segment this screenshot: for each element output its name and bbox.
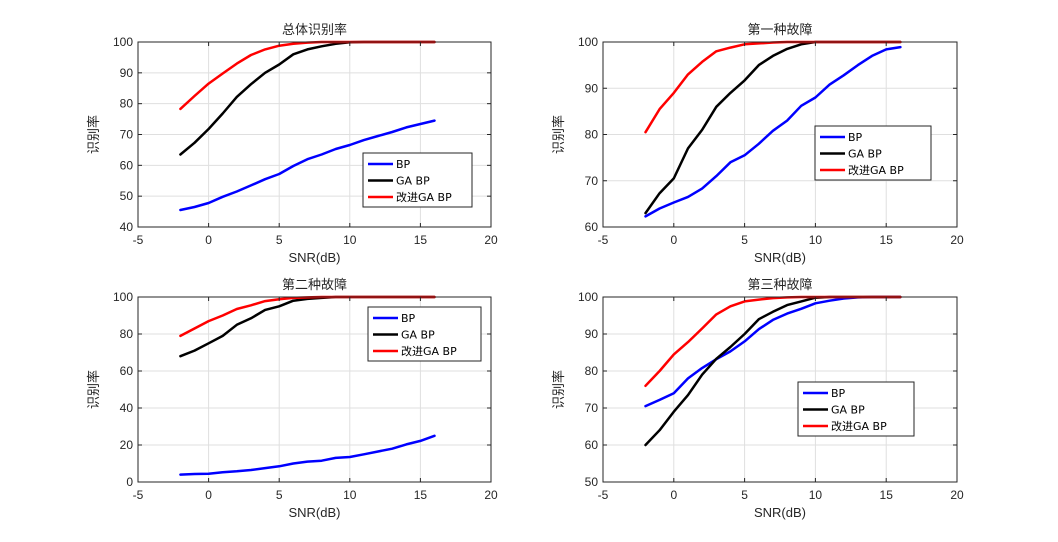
x-tick-label: -5 (598, 233, 609, 247)
x-tick-label: 15 (414, 488, 428, 502)
x-tick-label: 5 (741, 233, 748, 247)
y-tick-label: 90 (585, 81, 599, 95)
y-tick-label: 40 (120, 220, 134, 234)
x-tick-label: 0 (205, 233, 212, 247)
series-line-1 (179, 119, 436, 212)
x-tick-label: 10 (343, 488, 357, 502)
x-tick-label: 0 (670, 233, 677, 247)
y-tick-label: 50 (120, 189, 134, 203)
legend-label-1: BP (401, 312, 416, 325)
y-tick-label: 60 (120, 158, 134, 172)
legend-label-2: GA BP (831, 404, 865, 417)
y-tick-label: 20 (120, 438, 134, 452)
y-axis-label: 识别率 (86, 370, 101, 409)
legend-label-3: 改进GA BP (396, 190, 452, 204)
chart-panel-3: -5 0 5 10 15 20020406080100第二种故障SNR(dB)识别率BPG… (86, 278, 498, 520)
axes-box (602, 296, 958, 483)
legend-label-3: 改进GA BP (401, 344, 457, 358)
x-axis-label: SNR(dB) (288, 250, 340, 265)
chart-panel-1: -5 0 5 10 15 20 40 50 60 70 80 90 100 总体识别率 SNR(dB) 识别率… (86, 22, 498, 265)
x-tick-label: 5 (276, 233, 283, 247)
y-tick-label: 100 (113, 35, 133, 49)
y-tick-label: 70 (585, 174, 599, 188)
y-axis-label: 识别率 (86, 115, 101, 154)
chart-panel-4: -5 0 5 10 15 20 50 60 70 80 90 100 第三种故障 SNR(dB) 识别率 BP… (551, 278, 964, 520)
x-tick-label: 5 (276, 488, 283, 502)
legend: BP GA BP 改进GA BP (814, 125, 932, 181)
x-tick-label: 20 (950, 233, 964, 247)
x-axis-label: SNR(dB) (754, 505, 806, 520)
x-tick-label: 0 (670, 488, 677, 502)
legend-label-3: 改进GA BP (831, 419, 887, 433)
y-tick-label: 0 (126, 475, 133, 489)
x-tick-label: 10 (809, 233, 823, 247)
y-tick-label: 80 (585, 364, 599, 378)
chart-title: 第二种故障 (282, 278, 347, 293)
legend: BP GA BP 改进GA BP (797, 381, 915, 437)
y-tick-label: 60 (585, 220, 599, 234)
chart-title: 第三种故障 (747, 278, 812, 293)
legend-label-2: GA BP (396, 175, 430, 188)
y-tick-label: 100 (578, 290, 598, 304)
chart-title: 第一种故障 (747, 23, 812, 38)
y-tick-label: 80 (120, 327, 134, 341)
y-tick-label: 50 (585, 475, 599, 489)
x-tick-label: 20 (484, 488, 498, 502)
chart-panel-2: -5 0 5 10 15 20 60 70 80 90 100 第一种故障 SNR(dB) 识别率 BP GA… (551, 23, 964, 265)
y-tick-label: 60 (120, 364, 134, 378)
y-tick-label: 100 (113, 290, 133, 304)
series-line-1 (179, 434, 436, 476)
y-tick-label: 80 (120, 97, 134, 111)
y-axis-label: 识别率 (551, 370, 566, 409)
x-tick-label: 20 (484, 233, 498, 247)
x-axis-label: SNR(dB) (754, 250, 806, 265)
y-tick-label: 90 (120, 66, 134, 80)
y-tick-label: 90 (585, 327, 599, 341)
legend-label-1: BP (831, 387, 846, 400)
x-tick-label: -5 (598, 488, 609, 502)
y-tick-label: 100 (578, 35, 598, 49)
y-tick-label: 40 (120, 401, 134, 415)
axes-box (137, 296, 492, 483)
y-tick-label: 70 (120, 128, 134, 142)
y-axis-label: 识别率 (551, 115, 566, 154)
legend-label-2: GA BP (848, 148, 882, 161)
legend: BP GA BP 改进GA BP (362, 152, 473, 208)
x-tick-label: -5 (133, 488, 144, 502)
x-tick-label: 5 (741, 488, 748, 502)
x-tick-label: 15 (880, 488, 894, 502)
legend-label-3: 改进GA BP (848, 163, 904, 177)
legend: BP GA BP 改进GA BP (367, 306, 482, 362)
x-tick-label: 20 (950, 488, 964, 502)
x-tick-label: 10 (343, 233, 357, 247)
y-tick-label: 70 (585, 401, 599, 415)
y-tick-label: 60 (585, 438, 599, 452)
y-tick-label: 80 (585, 128, 599, 142)
legend-label-1: BP (396, 158, 411, 171)
x-tick-label: -5 (133, 233, 144, 247)
x-tick-label: 15 (414, 233, 428, 247)
x-axis-label: SNR(dB) (288, 505, 340, 520)
chart-title: 总体识别率 (282, 22, 347, 38)
x-tick-label: 10 (809, 488, 823, 502)
series-line-1 (644, 45, 902, 218)
x-tick-label: 0 (205, 488, 212, 502)
x-tick-label: 15 (880, 233, 894, 247)
legend-label-2: GA BP (401, 329, 435, 342)
legend-label-1: BP (848, 131, 863, 144)
